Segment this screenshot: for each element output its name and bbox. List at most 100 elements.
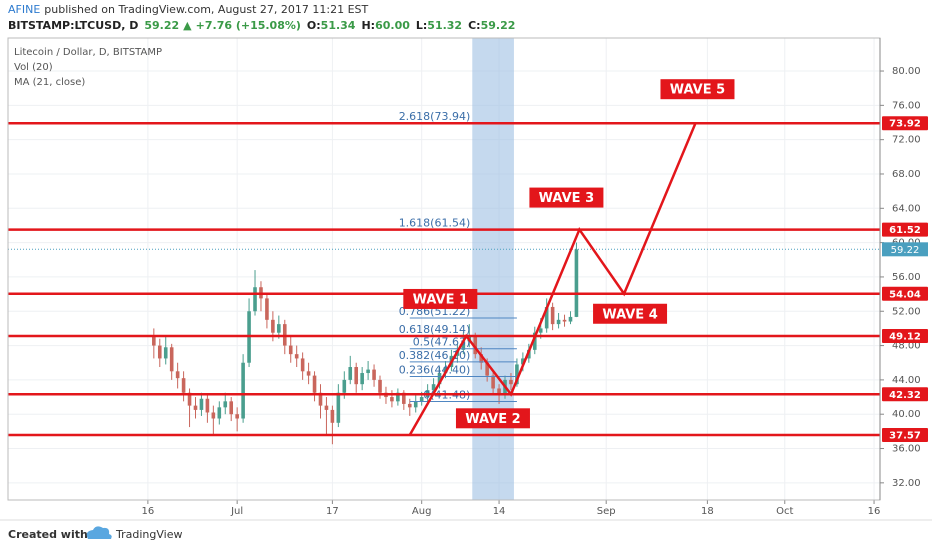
wave-label: WAVE 5	[670, 83, 725, 98]
x-tick-label: 18	[701, 506, 714, 517]
level-tag	[882, 428, 928, 443]
candle-body	[532, 332, 537, 350]
candle-body	[366, 369, 370, 374]
last-price-tag	[882, 242, 928, 257]
ohlc-value: 51.32	[427, 19, 462, 32]
candle-body	[241, 362, 245, 419]
highlight-range	[472, 38, 514, 500]
footer-brand: TradingView	[115, 528, 182, 541]
candle-body	[568, 316, 573, 322]
fib-label: 0.5(47.63)	[413, 336, 471, 349]
wave-path	[408, 122, 697, 436]
ohlc-key: O:	[307, 19, 321, 32]
y-tick-label: 48.00	[892, 341, 921, 352]
candle-body	[479, 354, 484, 363]
last-price-label: 59.22	[891, 245, 920, 256]
plot: 32.0036.0040.0044.0048.0052.0056.0060.00…	[8, 38, 928, 517]
candle-body	[187, 392, 192, 406]
legend-line: Vol (20)	[14, 62, 53, 73]
candle-body	[277, 324, 281, 333]
fib-label: 1.618(61.54)	[399, 216, 471, 229]
y-tick-label: 72.00	[892, 135, 921, 146]
candle-body	[235, 414, 239, 419]
candle-body	[229, 401, 234, 415]
level-label: 37.57	[889, 431, 921, 442]
wave-label: WAVE 2	[465, 412, 520, 427]
arrow: ▲	[183, 19, 192, 32]
fib-label: 0.382(46.10)	[399, 349, 471, 362]
candle-body	[419, 397, 424, 402]
published: published on TradingView.com, August 27,…	[44, 3, 368, 16]
candle-body	[300, 358, 305, 372]
candle-body	[312, 375, 317, 393]
y-tick-label: 44.00	[892, 375, 921, 386]
candle-body	[562, 319, 567, 322]
candle-body	[485, 362, 489, 376]
candle-body	[550, 306, 555, 325]
candle-body	[152, 336, 156, 346]
ohlc-key: L:	[416, 19, 427, 32]
candle-body	[205, 398, 210, 413]
footer-created: Created with	[8, 528, 88, 541]
level-tag	[882, 286, 928, 301]
candle-body	[515, 364, 519, 385]
candle-body	[538, 328, 543, 333]
candle-body	[407, 403, 412, 408]
candle-body	[288, 345, 293, 355]
level-label: 61.52	[889, 225, 921, 236]
candle-body	[271, 319, 275, 333]
candle-body	[354, 367, 359, 385]
candle-body	[223, 401, 228, 408]
legend-line: Litecoin / Dollar, D, BITSTAMP	[14, 47, 162, 58]
candle-body	[193, 405, 198, 410]
candle-body	[437, 373, 442, 385]
candle-body	[556, 319, 561, 325]
wave-label: WAVE 1	[413, 292, 468, 307]
change: +7.76 (+15.08%)	[196, 19, 301, 32]
candle-body	[342, 379, 347, 393]
candle-body	[175, 371, 180, 379]
candle-body	[378, 379, 382, 393]
candle-body	[330, 409, 335, 423]
candle-body	[199, 398, 204, 410]
y-tick-label: 40.00	[892, 409, 921, 420]
candle-body	[497, 388, 501, 395]
fib-label: 2.618(73.94)	[399, 110, 471, 123]
x-tick-label: 14	[493, 506, 506, 517]
candle-body	[306, 371, 311, 376]
candle-body	[360, 373, 364, 385]
candle-body	[181, 378, 186, 393]
candle-body	[473, 336, 478, 355]
level-label: 42.32	[889, 390, 921, 401]
ohlc-value: 59.22	[481, 19, 516, 32]
candle-body	[163, 347, 168, 359]
author: AFINE	[8, 3, 40, 16]
y-tick-label: 68.00	[892, 169, 921, 180]
fib-label: 0.236(44.40)	[399, 363, 471, 376]
level-label: 73.92	[889, 119, 921, 130]
candle-body	[461, 341, 466, 350]
logo	[86, 526, 112, 539]
y-tick-label: 76.00	[892, 100, 921, 111]
level-tag	[882, 328, 928, 343]
candle-body	[157, 345, 162, 359]
symbol-line: BITSTAMP:LTCUSD, D 59.22 ▲ +7.76 (+15.08%) O…	[8, 19, 515, 32]
x-tick-label: Jul	[230, 506, 243, 517]
candle-body	[521, 358, 525, 365]
candle-body	[372, 369, 376, 380]
fib-label: 0.618(49.14)	[399, 323, 471, 336]
x-tick-label: Sep	[597, 506, 616, 517]
candle-body	[324, 405, 329, 410]
candle-body	[169, 347, 174, 372]
price: 59.22	[144, 19, 179, 32]
candle-body	[396, 392, 400, 402]
candle-body	[491, 375, 495, 389]
candle-body	[336, 392, 341, 423]
candle-body	[294, 354, 299, 359]
wave-tag	[529, 187, 604, 208]
candle-body	[211, 412, 216, 419]
x-tick-label: Aug	[412, 506, 432, 517]
y-tick-label: 36.00	[892, 444, 921, 455]
wave-tag	[660, 79, 735, 100]
